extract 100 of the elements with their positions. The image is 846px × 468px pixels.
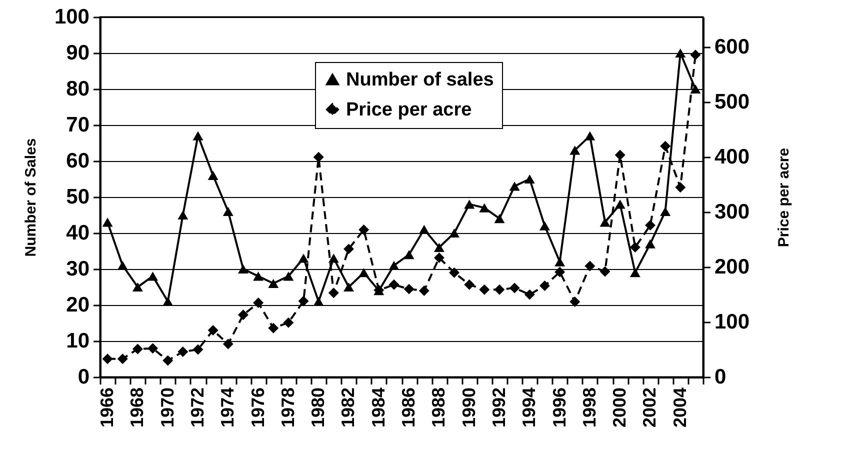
x-tick-label: 1998 — [579, 388, 600, 428]
point — [524, 289, 535, 300]
x-tick-label: 1980 — [308, 388, 328, 428]
point — [539, 280, 550, 292]
y-tick-label: 100 — [54, 6, 90, 28]
y-axis-title: Number of Sales — [22, 138, 40, 257]
point — [554, 257, 566, 266]
point — [102, 354, 113, 364]
point — [539, 221, 550, 230]
point — [268, 278, 279, 288]
point — [192, 344, 204, 355]
point — [132, 344, 143, 354]
point — [298, 296, 309, 306]
y2-tick-label: 0 — [714, 366, 726, 388]
point — [404, 250, 414, 260]
point — [358, 268, 370, 278]
point — [148, 272, 158, 281]
point — [117, 260, 128, 270]
point — [148, 343, 158, 354]
point — [660, 206, 671, 216]
point — [283, 317, 294, 328]
y2-tick-label: 200 — [714, 256, 750, 279]
point — [178, 346, 188, 357]
legend-label: Number of sales — [346, 70, 494, 90]
point — [418, 224, 430, 234]
point — [584, 131, 596, 140]
x-tick-label: 1994 — [519, 388, 540, 428]
y-tick-label: 30 — [66, 258, 90, 280]
x-tick-label: 1966 — [97, 388, 118, 428]
x-tick-label: 1986 — [398, 388, 419, 428]
point — [690, 84, 701, 94]
point — [238, 264, 248, 274]
point — [388, 279, 400, 290]
x-tick-label: 2002 — [640, 388, 660, 428]
point — [102, 218, 113, 227]
legend-label: Price per acre — [346, 100, 472, 120]
point — [313, 152, 324, 162]
point — [358, 224, 370, 235]
y-tick-label: 90 — [66, 42, 90, 64]
y-tick-label: 0 — [78, 366, 90, 388]
point — [449, 228, 460, 238]
point — [570, 296, 580, 307]
y2-tick-label: 300 — [714, 200, 750, 224]
point — [509, 182, 520, 191]
point — [509, 282, 520, 294]
point — [404, 284, 414, 294]
point — [132, 282, 143, 292]
point — [644, 239, 656, 248]
point — [494, 284, 505, 295]
point — [614, 150, 626, 160]
point — [418, 285, 430, 296]
x-tick-label: 1978 — [278, 388, 298, 428]
point — [343, 244, 354, 254]
point — [600, 266, 610, 277]
point — [434, 252, 444, 263]
x-tick-label: 2000 — [610, 388, 630, 428]
y2-tick-label: 500 — [714, 90, 750, 114]
y2-tick-label: 600 — [714, 36, 750, 59]
point — [222, 206, 234, 216]
point — [464, 200, 475, 209]
point — [222, 338, 234, 350]
point — [253, 272, 264, 281]
point — [494, 214, 505, 224]
point — [449, 267, 460, 278]
point — [630, 268, 640, 278]
y-tick-label: 40 — [66, 222, 90, 244]
point — [313, 296, 324, 306]
point — [630, 242, 640, 253]
y2-axis-title: Price per acre — [776, 148, 792, 248]
point — [298, 254, 309, 263]
x-tick-label: 1990 — [458, 388, 479, 428]
point — [614, 200, 626, 209]
y-tick-label: 10 — [66, 330, 90, 352]
x-tick-label: 1968 — [127, 388, 148, 428]
x-tick-label: 1984 — [368, 388, 388, 428]
point — [464, 279, 475, 290]
x-tick-label: 1974 — [218, 388, 238, 428]
point — [328, 254, 339, 263]
y-tick-label: 20 — [66, 294, 90, 316]
point — [600, 218, 610, 227]
point — [434, 242, 444, 252]
x-tick-label: 1992 — [488, 388, 509, 428]
point — [675, 182, 686, 193]
point — [238, 310, 248, 320]
y-tick-label: 70 — [66, 114, 90, 136]
point — [584, 260, 596, 272]
point — [644, 220, 656, 231]
x-tick-label: 2004 — [670, 388, 690, 428]
x-tick-label: 1996 — [549, 388, 570, 428]
point — [479, 203, 490, 212]
point — [117, 354, 128, 364]
y-tick-label: 50 — [66, 186, 90, 208]
point — [675, 48, 686, 58]
point — [554, 266, 566, 278]
point — [328, 288, 339, 298]
y2-tick-label: 100 — [714, 310, 750, 334]
y2-tick-label: 400 — [714, 146, 750, 169]
y-tick-label: 60 — [66, 150, 90, 172]
point — [162, 355, 174, 366]
x-tick-label: 1976 — [248, 388, 268, 428]
